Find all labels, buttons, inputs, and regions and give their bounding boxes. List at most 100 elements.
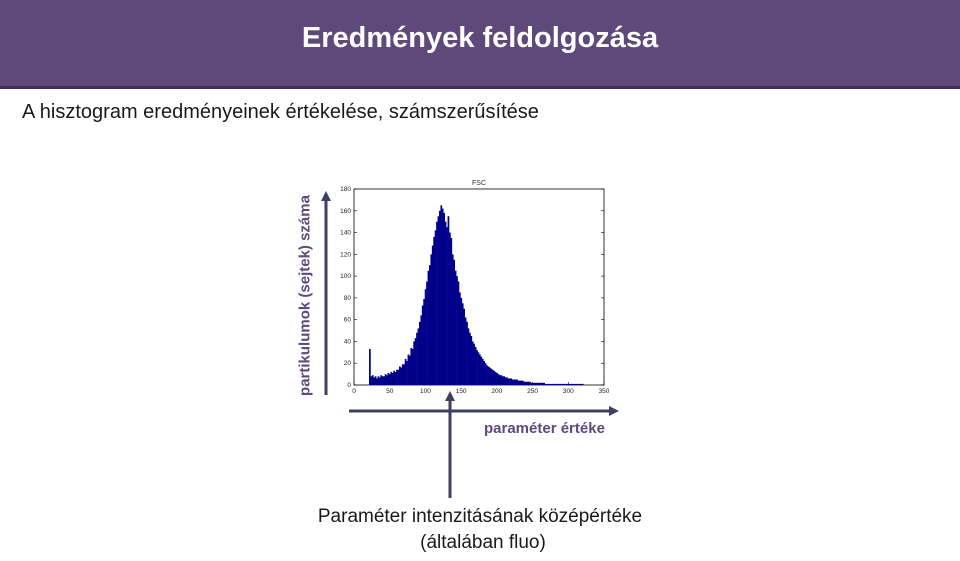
histogram-bar	[471, 341, 474, 385]
histogram-bar	[484, 363, 487, 385]
histogram-bar	[416, 332, 418, 385]
histogram-bar	[489, 367, 491, 385]
x-tick-label: 150	[456, 388, 467, 395]
title-bar: Eredmények feldolgozása	[0, 0, 960, 89]
histogram-bar	[453, 259, 456, 385]
histogram-bar	[444, 221, 447, 385]
histogram-bar	[537, 382, 540, 385]
histogram-bar	[371, 375, 374, 385]
histogram-bar	[447, 216, 450, 385]
y-tick-label: 100	[340, 273, 351, 280]
histogram-bar	[553, 383, 556, 385]
histogram-bar	[429, 265, 431, 385]
histogram-bar	[524, 381, 527, 385]
histogram-bar	[477, 352, 480, 385]
histogram-bar	[473, 343, 476, 385]
histogram-bar	[499, 375, 501, 385]
chart-title: FSC	[472, 180, 486, 187]
histogram-bar	[501, 376, 504, 385]
y-tick-label: 120	[340, 251, 351, 258]
histogram-bar	[434, 230, 437, 385]
histogram-bar	[376, 378, 378, 385]
histogram-bar	[560, 383, 563, 385]
histogram-bar	[571, 383, 574, 385]
histogram-bar	[506, 377, 508, 385]
histogram-bar	[576, 383, 578, 385]
histogram-bar	[494, 371, 497, 385]
histogram-bar	[384, 374, 387, 385]
histogram-bar	[534, 382, 537, 385]
histogram-bar	[439, 210, 441, 385]
histogram-bar	[544, 383, 547, 385]
histogram-bar	[533, 382, 536, 385]
histogram-bar	[507, 378, 510, 385]
histogram-bar	[526, 381, 528, 385]
histogram-bar	[380, 375, 383, 385]
histogram-bar	[409, 355, 411, 385]
histogram-bar	[496, 373, 498, 385]
histogram-bar	[407, 354, 410, 385]
histogram-bar	[401, 364, 404, 385]
histogram-bar	[573, 383, 576, 385]
histogram-bar	[426, 281, 428, 385]
histogram-bar	[459, 292, 461, 385]
histogram-bar	[539, 382, 541, 385]
histogram-bar	[383, 376, 386, 385]
histogram-bar	[497, 374, 500, 385]
histogram-bar	[437, 216, 440, 385]
y-tick-label: 180	[340, 186, 351, 193]
x-tick-label: 200	[491, 388, 502, 395]
histogram-bar	[413, 341, 416, 385]
axis-ticks: 0 50 100 150 200 250 300 350 0 20 40 60 80 100 120 140 1…	[340, 186, 610, 395]
histogram-bar	[379, 377, 381, 385]
slide-title: Eredmények feldolgozása	[301, 22, 659, 54]
histogram-bar	[504, 377, 507, 385]
histogram-bar	[581, 383, 584, 385]
y-tick-label: 20	[344, 360, 352, 367]
x-tick-label: 350	[599, 388, 610, 395]
histogram-bar	[577, 383, 580, 385]
histogram-bars	[369, 205, 584, 385]
histogram-bar	[443, 212, 446, 385]
histogram-bar	[399, 366, 401, 385]
x-tick-label: 100	[420, 388, 431, 395]
histogram-bar	[430, 254, 433, 385]
histogram-bar	[460, 297, 463, 385]
histogram-bar	[513, 379, 516, 385]
histogram-bar	[509, 378, 511, 385]
histogram-bar	[480, 356, 483, 385]
histogram-bar	[420, 315, 423, 385]
histogram-bar	[543, 382, 546, 385]
fluo-label: (általában fluo)	[420, 532, 546, 553]
histogram-bar	[421, 305, 424, 385]
histogram-bar	[493, 370, 496, 385]
slide-subtitle: A hisztogram eredményeinek értékelése, s…	[22, 101, 539, 123]
x-tick-label: 250	[527, 388, 538, 395]
histogram-bar	[406, 361, 408, 385]
histogram-bar	[580, 383, 583, 385]
histogram-bar	[556, 383, 558, 385]
histogram-bar	[546, 383, 548, 385]
histogram-bar	[464, 317, 467, 385]
histogram-bar	[574, 383, 577, 385]
histogram-bar	[393, 370, 396, 385]
histogram-bar	[433, 236, 436, 385]
x-axis-title: paraméter értéke	[484, 420, 605, 437]
x-tick-label: 0	[352, 388, 356, 395]
y-axis-title: partikulumok (sejtek) száma	[296, 195, 314, 396]
histogram-bar	[479, 354, 481, 385]
histogram-bar	[427, 270, 430, 385]
histogram-bar	[541, 382, 544, 385]
histogram-bar	[519, 380, 521, 385]
histogram-bar	[457, 281, 460, 385]
histogram-bar	[450, 238, 453, 385]
histogram-bar	[520, 380, 523, 385]
histogram-bar	[441, 208, 444, 385]
histogram-bar	[389, 374, 391, 385]
histogram-bar	[564, 383, 567, 385]
histogram-bar	[521, 380, 524, 385]
histogram-bar	[381, 376, 384, 385]
histogram-bar	[476, 350, 478, 385]
histogram-bar	[559, 383, 561, 385]
